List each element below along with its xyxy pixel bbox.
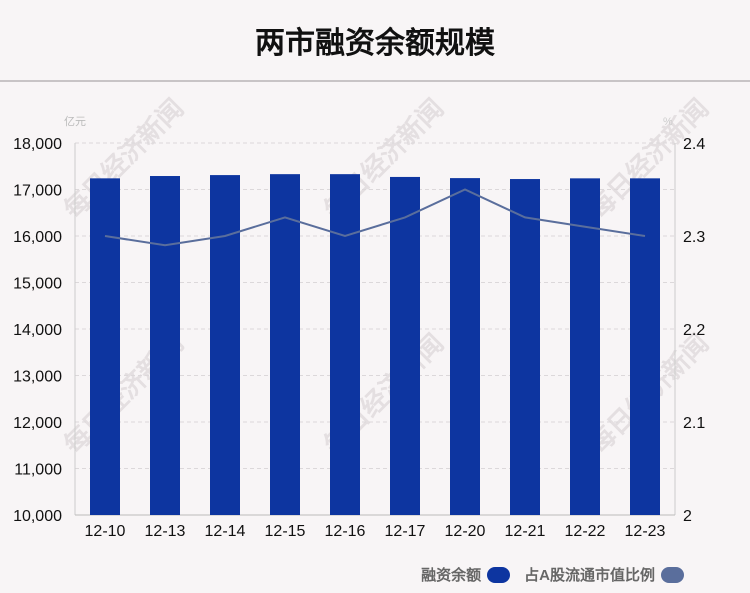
left-unit-label: 亿元 xyxy=(64,115,86,128)
right-tick-label: 2.1 xyxy=(683,415,705,432)
bar xyxy=(270,174,300,515)
legend-label-line: 占A股流通市值比例 xyxy=(524,567,655,584)
right-tick-label: 2.2 xyxy=(683,322,705,339)
right-tick-label: 2.3 xyxy=(683,229,705,246)
bar xyxy=(570,178,600,515)
right-tick-label: 2 xyxy=(683,508,692,525)
bar xyxy=(330,174,360,515)
bar xyxy=(390,176,420,515)
bar xyxy=(150,176,180,515)
ratio-line xyxy=(104,188,646,247)
x-tick-label: 12-23 xyxy=(625,523,666,540)
legend-label-bar: 融资余额 xyxy=(421,567,482,584)
x-tick-label: 12-22 xyxy=(565,523,606,540)
title-divider xyxy=(0,80,750,82)
legend-swatch-line xyxy=(661,566,684,583)
bar xyxy=(450,178,480,516)
right-tick-label: 2.4 xyxy=(683,136,705,153)
bar xyxy=(210,175,240,515)
x-tick-label: 12-16 xyxy=(325,523,366,540)
x-tick-label: 12-21 xyxy=(505,523,546,540)
x-tick-label: 12-17 xyxy=(385,523,426,540)
left-tick-label: 12,000 xyxy=(13,415,62,432)
x-tick-label: 12-13 xyxy=(145,523,186,540)
x-tick-label: 12-15 xyxy=(265,523,306,540)
x-tick-label: 12-14 xyxy=(205,523,246,540)
x-tick-label: 12-20 xyxy=(445,523,486,540)
left-tick-label: 15,000 xyxy=(13,276,62,293)
chart-title: 两市融资余额规模 xyxy=(255,27,495,60)
legend-swatch-bar xyxy=(487,566,511,583)
left-tick-label: 10,000 xyxy=(13,508,62,525)
left-tick-label: 13,000 xyxy=(13,369,62,386)
left-tick-label: 17,000 xyxy=(13,183,62,200)
bar xyxy=(510,179,540,515)
left-tick-label: 18,000 xyxy=(13,136,62,153)
x-tick-label: 12-10 xyxy=(85,523,126,540)
bar xyxy=(90,178,120,515)
right-unit-label: % xyxy=(663,116,673,128)
left-tick-label: 16,000 xyxy=(13,229,62,246)
left-tick-label: 11,000 xyxy=(14,462,62,479)
left-tick-label: 14,000 xyxy=(13,322,62,339)
legend: 融资余额 占A股流通市值比例 xyxy=(421,564,684,585)
bar xyxy=(630,178,660,515)
